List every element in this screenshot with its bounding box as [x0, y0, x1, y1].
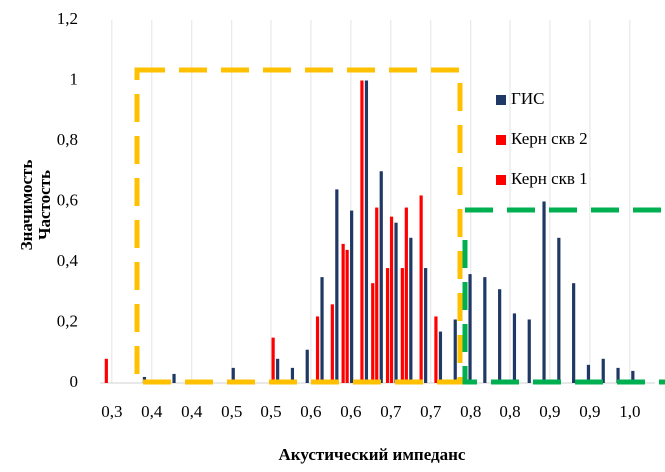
bar: [375, 207, 379, 383]
legend-label: Керн скв 2: [511, 129, 588, 148]
x-tick-label: 0,6: [340, 402, 361, 421]
y-axis-title: Значимость: [17, 160, 36, 251]
x-tick-label: 0,5: [221, 402, 242, 421]
bar: [453, 319, 457, 383]
highlight-line: [462, 240, 665, 385]
bar: [438, 331, 443, 383]
bar: [364, 80, 369, 383]
bar: [542, 201, 546, 383]
legend-swatch: [496, 135, 506, 145]
bar: [172, 373, 176, 383]
x-tick-label: 0,8: [499, 402, 520, 421]
bar: [616, 367, 620, 383]
bar: [320, 277, 324, 383]
legend-swatch: [496, 95, 506, 105]
bar: [512, 313, 517, 383]
y-axis-title: Частость: [35, 170, 54, 240]
legend-label: Керн скв 1: [511, 169, 588, 188]
x-tick-label: 0,9: [539, 402, 560, 421]
bar: [276, 358, 280, 383]
bar: [404, 207, 408, 383]
bar: [527, 319, 531, 383]
y-tick-label: 0,4: [57, 251, 79, 270]
bar: [379, 171, 383, 383]
bar: [557, 237, 561, 383]
bar: [345, 249, 349, 383]
bar: [424, 268, 428, 383]
x-tick-label: 0,8: [460, 402, 481, 421]
grid: [100, 20, 655, 384]
x-tick-label: 0,3: [101, 402, 122, 421]
x-tick-label: 0,6: [300, 402, 321, 421]
bar: [290, 367, 295, 383]
bar: [371, 283, 375, 383]
bar: [586, 364, 591, 383]
bar: [360, 80, 364, 383]
bar: [231, 367, 235, 383]
legend-swatch: [496, 175, 506, 185]
bar: [341, 243, 345, 383]
bar: [419, 195, 423, 383]
bar: [409, 237, 413, 383]
bar: [434, 316, 438, 383]
bar: [400, 268, 404, 383]
bar: [631, 370, 635, 383]
bar: [315, 316, 320, 383]
x-tick-label: 0,7: [420, 402, 442, 421]
bar: [305, 349, 309, 383]
highlight-box: [134, 67, 463, 385]
x-tick-label: 0,9: [579, 402, 600, 421]
y-tick-label: 0,6: [57, 190, 78, 209]
bar: [104, 358, 108, 383]
x-axis-title: Акустический импеданс: [279, 445, 466, 464]
legend-label: ГИС: [511, 89, 544, 108]
bars: [104, 80, 635, 383]
y-tick-label: 0,2: [57, 311, 78, 330]
legend: ГИС Керн скв 2 Керн скв 1: [496, 89, 588, 188]
y-tick-label: 1,2: [57, 9, 78, 28]
bar: [385, 268, 390, 383]
bar: [572, 283, 576, 383]
bar: [483, 277, 487, 383]
bar: [468, 274, 472, 383]
bar: [389, 216, 394, 383]
x-tick-label: 0,7: [380, 402, 402, 421]
x-tick-label: 0,4: [141, 402, 163, 421]
bar: [601, 358, 605, 383]
bar: [394, 222, 398, 383]
y-tick-label: 0: [70, 372, 79, 391]
bar: [271, 337, 275, 383]
y-tick-label: 1: [70, 69, 79, 88]
bar: [330, 304, 334, 383]
bar: [350, 210, 354, 383]
x-tick-label: 1,0: [619, 402, 640, 421]
bar: [335, 189, 339, 383]
x-tick-label: 0,5: [260, 402, 281, 421]
bar: [498, 289, 502, 383]
x-tick-label: 0,4: [181, 402, 203, 421]
y-tick-label: 0,8: [57, 130, 78, 149]
